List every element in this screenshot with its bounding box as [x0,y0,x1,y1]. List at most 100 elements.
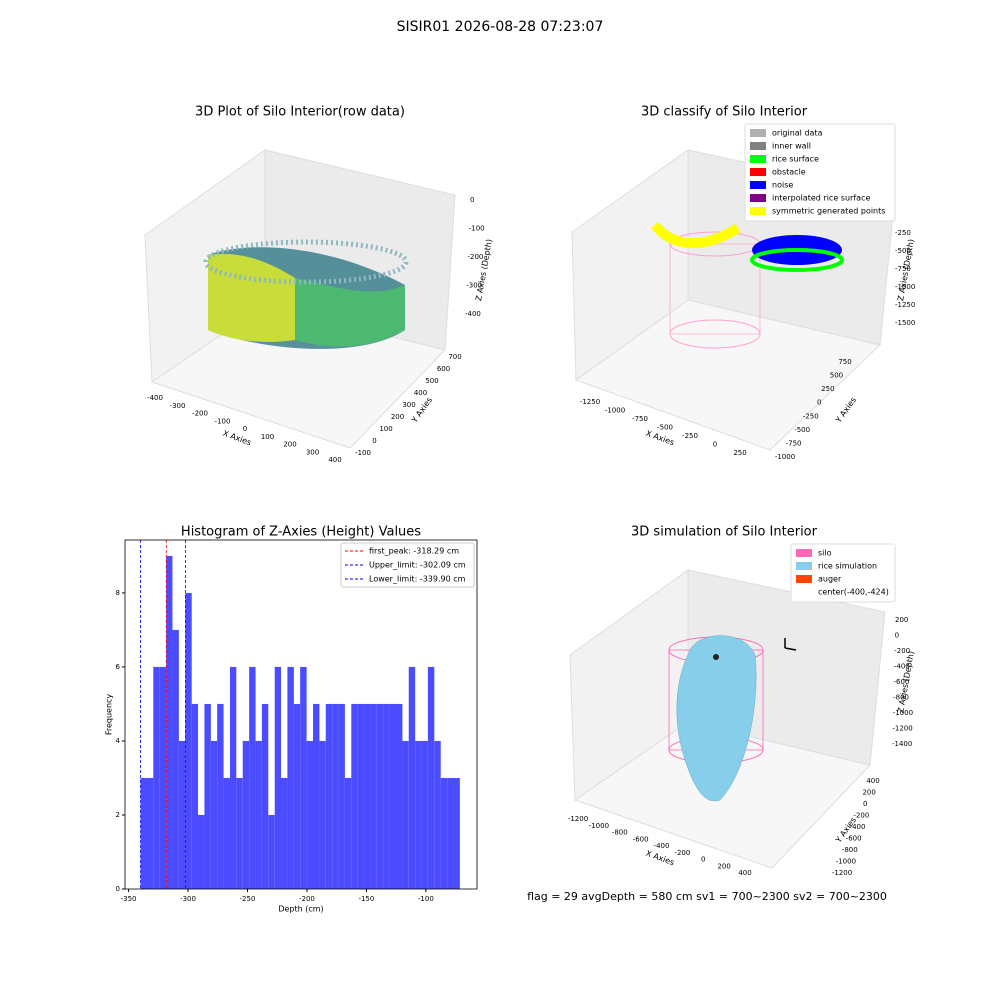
x-tick-label: -300 [170,402,186,410]
bar [427,666,435,889]
z-tick-label: -750 [895,265,911,273]
x-tick-label: 100 [261,433,274,441]
legend-swatch [750,142,766,150]
y-tick-label: 250 [821,385,834,393]
z-tick-label: -600 [894,678,910,686]
x-tick-label: -400 [654,842,670,850]
legend-label: original data [772,129,823,138]
bar [287,666,294,889]
legend-swatch [750,168,766,176]
bar [370,703,377,889]
z-tick-label: -500 [895,247,911,255]
x-tick-label: -100 [215,417,231,425]
legend-swatch [750,155,766,163]
legend-label: silo [818,549,832,558]
z-tick-label: -200 [894,647,910,655]
chart-title: 3D classify of Silo Interior [641,105,808,120]
bar [338,703,345,889]
y-tick-label: -100 [355,449,371,457]
y-tick-label: -1000 [836,858,856,866]
y-tick-label: 2 [116,811,120,819]
x-tick-label: -200 [674,849,690,857]
footer-status: flag = 29 avgDepth = 580 cm sv1 = 700~23… [527,890,887,903]
x-tick-label: 0 [701,856,705,864]
bar [166,555,173,889]
bar [383,703,390,889]
legend-label: first_peak: -318.29 cm [369,547,459,556]
bar [421,740,428,889]
chart-title: Histogram of Z-Axies (Height) Values [181,525,421,540]
legend-swatch [750,194,766,202]
bar [261,703,269,889]
y-tick-label: 4 [116,737,121,745]
x-tick-label: -200 [299,895,315,903]
bar [408,666,416,889]
bar [319,740,326,889]
bar [396,703,403,889]
x-tick-label: 300 [306,448,319,456]
legend-label: Lower_limit: -339.90 cm [369,575,466,584]
y-axis-label: Frequency [105,694,114,736]
x-tick-label: 200 [717,862,730,870]
z-tick-label: -1200 [892,725,912,733]
bar [153,666,160,889]
legend-box [790,543,896,603]
legend-label: Upper_limit: -302.09 cm [369,561,466,570]
z-tick-label: -300 [466,282,482,290]
x-tick-label: -150 [358,895,374,903]
z-tick-label: -1400 [892,740,912,748]
y-tick-label: 400 [866,777,879,785]
y-tick-label: 100 [379,425,392,433]
bar [210,740,218,889]
bar [415,740,422,889]
z-axis-label: Z Axies (Depth) [474,238,494,301]
bar [172,629,179,889]
bar [236,777,243,889]
bar [306,740,314,889]
bar [242,740,250,889]
x-tick-label: -600 [633,835,649,843]
y-tick-label: 0 [372,437,376,445]
bar [364,703,371,889]
legend-swatch [796,549,812,557]
bar [351,703,358,889]
legend-swatch [750,181,766,189]
legend-swatch [750,129,766,137]
bar [447,777,454,889]
y-tick-label: 700 [448,353,461,361]
x-tick-label: 400 [328,456,341,464]
bar [191,703,199,889]
x-tick-label: -200 [192,410,208,418]
y-tick-label: -1200 [832,869,852,877]
x-tick-label: -100 [418,895,434,903]
x-axis-label: X Axies [222,429,253,448]
x-tick-label: 200 [283,441,296,449]
y-tick-label: 8 [116,589,120,597]
x-tick-label: 250 [733,449,746,457]
bar [434,740,441,889]
x-tick-label: -250 [682,432,698,440]
y-axis-label: Y Axies [409,396,434,426]
x-tick-label: -1250 [580,398,600,406]
bar [344,777,352,889]
y-tick-label: -500 [794,426,810,434]
x-tick-label: 0 [713,441,717,449]
z-tick-label: -400 [894,663,910,671]
legend-swatch [796,562,812,570]
x-tick-label: -1200 [568,815,588,823]
chart-title: 3D simulation of Silo Interior [631,525,818,540]
bar [217,703,224,889]
y-tick-label: 0 [863,800,867,808]
bar [300,666,307,889]
bar [389,703,397,889]
bar [281,777,288,889]
bar [325,703,333,889]
bar [249,666,256,889]
bar [440,777,448,889]
bar [230,666,237,889]
legend-swatch [796,575,812,583]
legend-box [340,542,475,588]
z-tick-label: -1000 [893,709,913,717]
x-tick-label: -1000 [605,407,625,415]
